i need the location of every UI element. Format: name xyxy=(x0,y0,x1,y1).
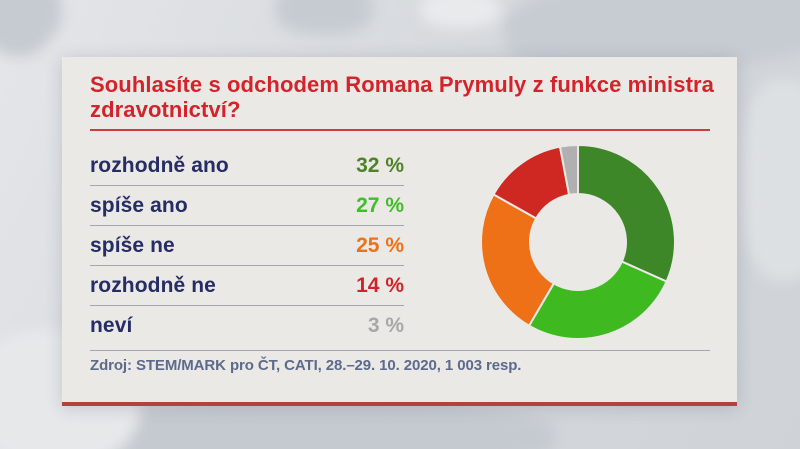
table-row: rozhodně ano 32 % xyxy=(90,146,404,186)
answer-label: spíše ne xyxy=(90,233,175,257)
source-text: Zdroj: STEM/MARK pro ČT, CATI, 28.–29. 1… xyxy=(90,357,522,374)
background-map-shape xyxy=(742,80,800,280)
donut-segment xyxy=(558,143,579,196)
table-row: neví 3 % xyxy=(90,306,404,346)
background-map-shape xyxy=(276,0,372,34)
answer-value: 25 % xyxy=(356,233,404,257)
answer-label: rozhodně ano xyxy=(90,153,229,177)
donut-segment xyxy=(480,193,556,328)
table-row: rozhodně ne 14 % xyxy=(90,266,404,306)
answer-label: rozhodně ne xyxy=(90,273,216,297)
question-title: Souhlasíte s odchodem Romana Prymuly z f… xyxy=(90,72,714,122)
source-divider xyxy=(90,350,710,351)
answer-value: 14 % xyxy=(356,273,404,297)
title-underline xyxy=(90,129,710,131)
answer-label: neví xyxy=(90,314,133,337)
background-map-shape xyxy=(420,0,500,28)
answer-label: spíše ano xyxy=(90,193,188,217)
results-table: rozhodně ano 32 % spíše ano 27 % spíše n… xyxy=(90,146,404,346)
answer-value: 27 % xyxy=(356,193,404,217)
donut-chart xyxy=(480,143,676,340)
donut-segment xyxy=(577,143,676,283)
table-row: spíše ne 25 % xyxy=(90,226,404,266)
table-row: spíše ano 27 % xyxy=(90,186,404,226)
answer-value: 32 % xyxy=(356,153,404,177)
poll-card: Souhlasíte s odchodem Romana Prymuly z f… xyxy=(62,57,737,406)
answer-value: 3 % xyxy=(367,314,404,337)
donut-segment xyxy=(527,260,668,340)
